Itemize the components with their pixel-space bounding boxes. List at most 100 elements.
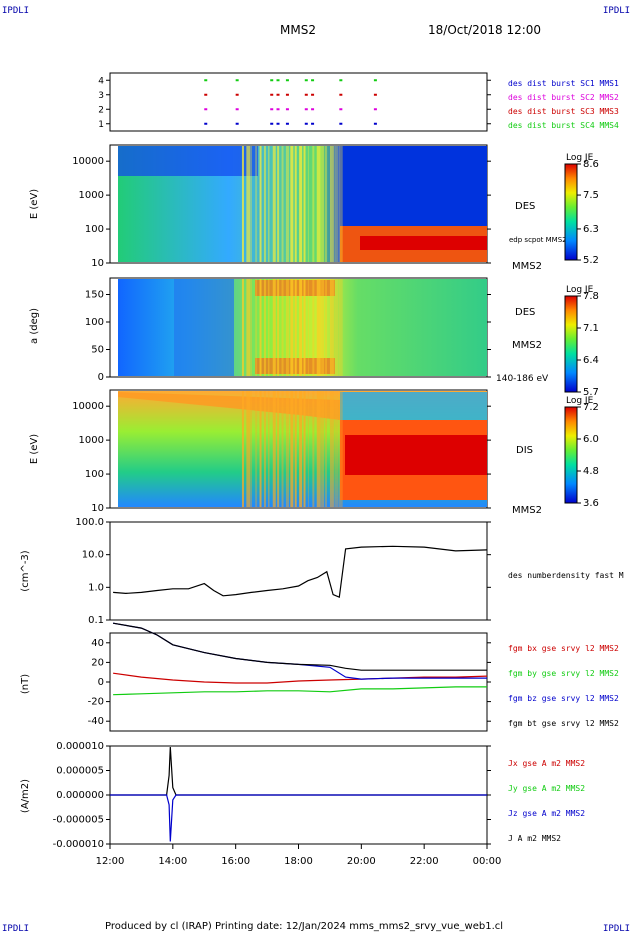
des-energy-stripe <box>259 146 262 262</box>
des-energy-side-3: MMS2 <box>512 261 542 272</box>
dis-energy-stripe <box>285 391 289 507</box>
des-energy-ytick-label: 1000 <box>79 190 104 201</box>
des-energy-colorbar-title: Log JE <box>566 153 594 163</box>
dis-energy-stripe <box>312 391 315 507</box>
dis-energy-stripe <box>255 391 258 507</box>
des-energy-ytick-label: 100 <box>85 224 104 235</box>
des-pitch-colorbar-label: 5.7 <box>583 387 599 398</box>
burst-mark <box>204 108 208 111</box>
des-energy-stripe <box>246 146 251 262</box>
des-energy-stripe <box>290 146 294 262</box>
des-energy-stripe <box>268 146 270 262</box>
des-pitch-ytick-label: 150 <box>85 290 104 301</box>
bfield-ytick-label: 20 <box>91 657 104 668</box>
dis-energy-colorbar-label: 4.8 <box>583 466 599 477</box>
x-tick-label: 00:00 <box>473 856 502 867</box>
x-tick-label: 12:00 <box>96 856 125 867</box>
burst-mark <box>235 93 239 96</box>
des-pitch-stripe <box>263 279 266 376</box>
current-legend-entry: Jy gse A m2 MMS2 <box>508 784 585 793</box>
bfield-ytick-label: 40 <box>91 638 104 649</box>
des-energy-ylabel: E (eV) <box>29 189 40 219</box>
corner-label-br: IPDLI <box>603 924 630 934</box>
burst-mark <box>304 108 308 111</box>
burst-mark <box>204 79 208 82</box>
burst-legend-entry: des dist burst SC2 MMS2 <box>508 93 619 102</box>
des-pitch-stripe <box>316 279 321 376</box>
des-energy-stripe <box>303 146 306 262</box>
des-pitch-stripe <box>246 279 251 376</box>
bfield-ylabel: (nT) <box>20 674 31 694</box>
current-ytick-label: 0.000000 <box>56 790 104 801</box>
burst-mark <box>373 122 377 125</box>
dis-energy-colorbar <box>564 406 578 504</box>
density-ytick-label: 1.0 <box>88 582 104 593</box>
x-tick-label: 20:00 <box>347 856 376 867</box>
des-pitch-stripe <box>325 279 327 376</box>
panel-bfield: -40 -20 0 20 40 (nT) fgm bx gse srvy l2 MMS2… <box>20 622 619 732</box>
des-energy-stripe <box>272 146 276 262</box>
des-energy-side-2: edp scpot MMS2 <box>509 236 567 244</box>
des-energy-stripe <box>294 146 297 262</box>
dis-energy-stripe <box>263 391 266 507</box>
dis-energy-colorbar-label: 3.6 <box>583 498 599 509</box>
dis-energy-ytick-label: 10 <box>91 503 104 514</box>
des-pitch-stripe <box>312 279 315 376</box>
des-energy-ytick-label: 10 <box>91 258 104 269</box>
dis-energy-stripe <box>259 391 262 507</box>
des-pitch-stripe <box>338 279 343 376</box>
des-pitch-stripe <box>272 279 276 376</box>
dis-energy-stripe <box>277 391 280 507</box>
burst-ytick-label: 4 <box>98 76 104 86</box>
dis-energy-colorbar-label: 7.2 <box>583 402 599 413</box>
burst-mark <box>339 122 343 125</box>
dis-energy-stripe <box>290 391 294 507</box>
dis-energy-stripe <box>241 391 244 507</box>
des-energy-stripe <box>263 146 266 262</box>
header-datetime: 18/Oct/2018 12:00 <box>428 23 541 37</box>
dis-energy-stripe <box>272 391 276 507</box>
bfield-series-green <box>113 686 487 696</box>
burst-mark <box>204 93 208 96</box>
burst-legend-entry: des dist burst SC3 MMS3 <box>508 107 619 116</box>
dis-side-2: MMS2 <box>512 505 542 516</box>
bfield-series-red <box>113 672 488 684</box>
des-energy-ytick-label: 10000 <box>72 156 104 167</box>
des-pitch-ylabel: a (deg) <box>29 308 40 344</box>
density-series-black <box>113 545 488 599</box>
des-pitch-stripe <box>259 279 262 376</box>
bfield-legend-entry: fgm bx gse srvy l2 MMS2 <box>508 644 619 653</box>
burst-mark <box>304 79 308 82</box>
des-pitch-stripe <box>241 279 244 376</box>
panel-density: 0.1 1.0 10.0 100.0 (cm^-3) des numberdensit… <box>20 517 624 626</box>
current-series-blue <box>110 794 487 842</box>
current-ytick-label: 0.000005 <box>56 766 104 777</box>
burst-mark <box>373 108 377 111</box>
dis-energy-stripe <box>329 391 334 507</box>
panel-des-pitch: DES MMS2 140-186 eV a (deg) 0 50 100 150 Lo… <box>29 277 599 398</box>
des-pitch-colorbar-label: 7.1 <box>583 323 599 334</box>
density-ytick-label: 10.0 <box>82 550 104 561</box>
des-energy-side-1: DES <box>515 201 535 212</box>
des-energy-stripe <box>281 146 284 262</box>
bfield-legend-entry: fgm bt gse srvy l2 MMS2 <box>508 719 619 728</box>
des-energy-stripe <box>299 146 303 262</box>
dis-energy-stripe <box>338 391 343 507</box>
des-energy-colorbar-label: 6.3 <box>583 224 599 235</box>
dis-energy-stripe <box>268 391 270 507</box>
panel-burst: 1 2 3 4 des dist burst SC1 MMS1 des dist bur… <box>98 72 619 132</box>
current-ytick-label: -0.000005 <box>53 815 104 826</box>
burst-ytick-label: 1 <box>98 120 104 130</box>
des-pitch-ytick-label: 0 <box>98 372 104 383</box>
des-pitch-stripe <box>303 279 306 376</box>
des-pitch-stripe <box>281 279 284 376</box>
des-pitch-stripe <box>329 279 334 376</box>
des-pitch-stripe <box>268 279 270 376</box>
des-pitch-stripe <box>321 279 325 376</box>
bfield-series-black <box>112 622 487 671</box>
bfield-ytick-label: 0 <box>98 677 104 688</box>
burst-mark <box>373 79 377 82</box>
current-ylabel: (A/m2) <box>20 779 31 813</box>
bfield-legend-entry: fgm bz gse srvy l2 MMS2 <box>508 694 619 703</box>
